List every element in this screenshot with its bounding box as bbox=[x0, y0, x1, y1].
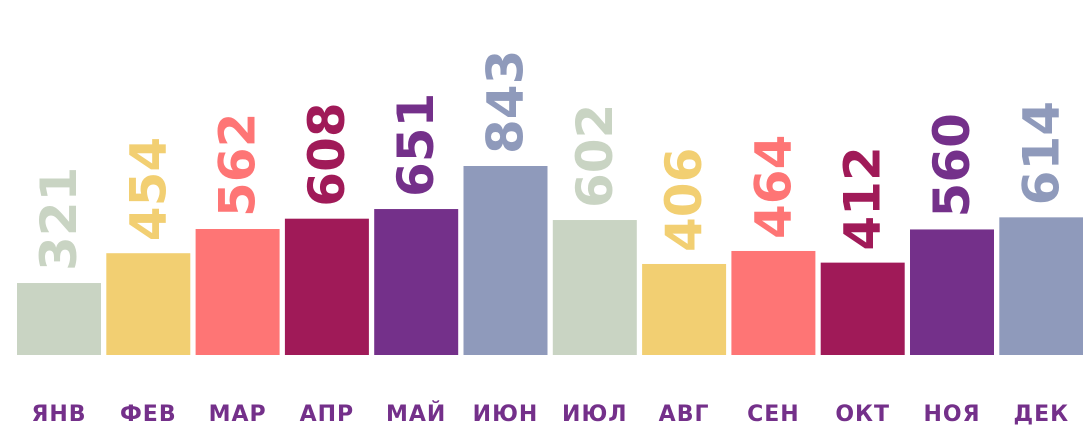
bar bbox=[910, 229, 994, 355]
x-tick-label: ОКТ bbox=[835, 402, 890, 427]
bar bbox=[820, 262, 905, 355]
x-tick-label: ДЕК bbox=[1013, 402, 1069, 427]
x-tick-label: ФЕВ bbox=[120, 402, 177, 427]
bar bbox=[642, 263, 727, 355]
value-label: 614 bbox=[1012, 101, 1070, 205]
bar bbox=[731, 250, 816, 355]
value-label: 412 bbox=[834, 146, 892, 250]
value-label: 406 bbox=[655, 148, 713, 252]
x-tick-label: НОЯ bbox=[923, 402, 980, 427]
value-label: 321 bbox=[30, 167, 88, 271]
x-tick-label: ИЮН bbox=[473, 402, 539, 427]
bar bbox=[195, 229, 280, 355]
bar bbox=[374, 209, 459, 355]
value-label: 651 bbox=[387, 93, 445, 197]
value-label: 843 bbox=[477, 50, 535, 154]
value-label: 562 bbox=[209, 113, 267, 217]
bar bbox=[463, 166, 548, 355]
bar bbox=[106, 253, 191, 355]
x-tick-label: ЯНВ bbox=[31, 402, 86, 427]
value-label: 464 bbox=[744, 135, 802, 239]
value-label: 560 bbox=[923, 113, 981, 217]
value-label: 602 bbox=[566, 104, 624, 208]
bar bbox=[552, 220, 637, 355]
value-label: 454 bbox=[119, 137, 177, 241]
bar bbox=[17, 283, 101, 355]
x-tick-label: МАЙ bbox=[386, 401, 446, 427]
bar bbox=[284, 218, 369, 355]
x-tick-label: АПР bbox=[300, 402, 355, 427]
x-tick-label: СЕН bbox=[747, 402, 800, 427]
bar bbox=[999, 217, 1083, 355]
value-label: 608 bbox=[298, 102, 356, 206]
x-tick-label: МАР bbox=[209, 402, 267, 427]
x-tick-label: ИЮЛ bbox=[562, 402, 628, 427]
x-tick-label: АВГ bbox=[659, 402, 710, 427]
